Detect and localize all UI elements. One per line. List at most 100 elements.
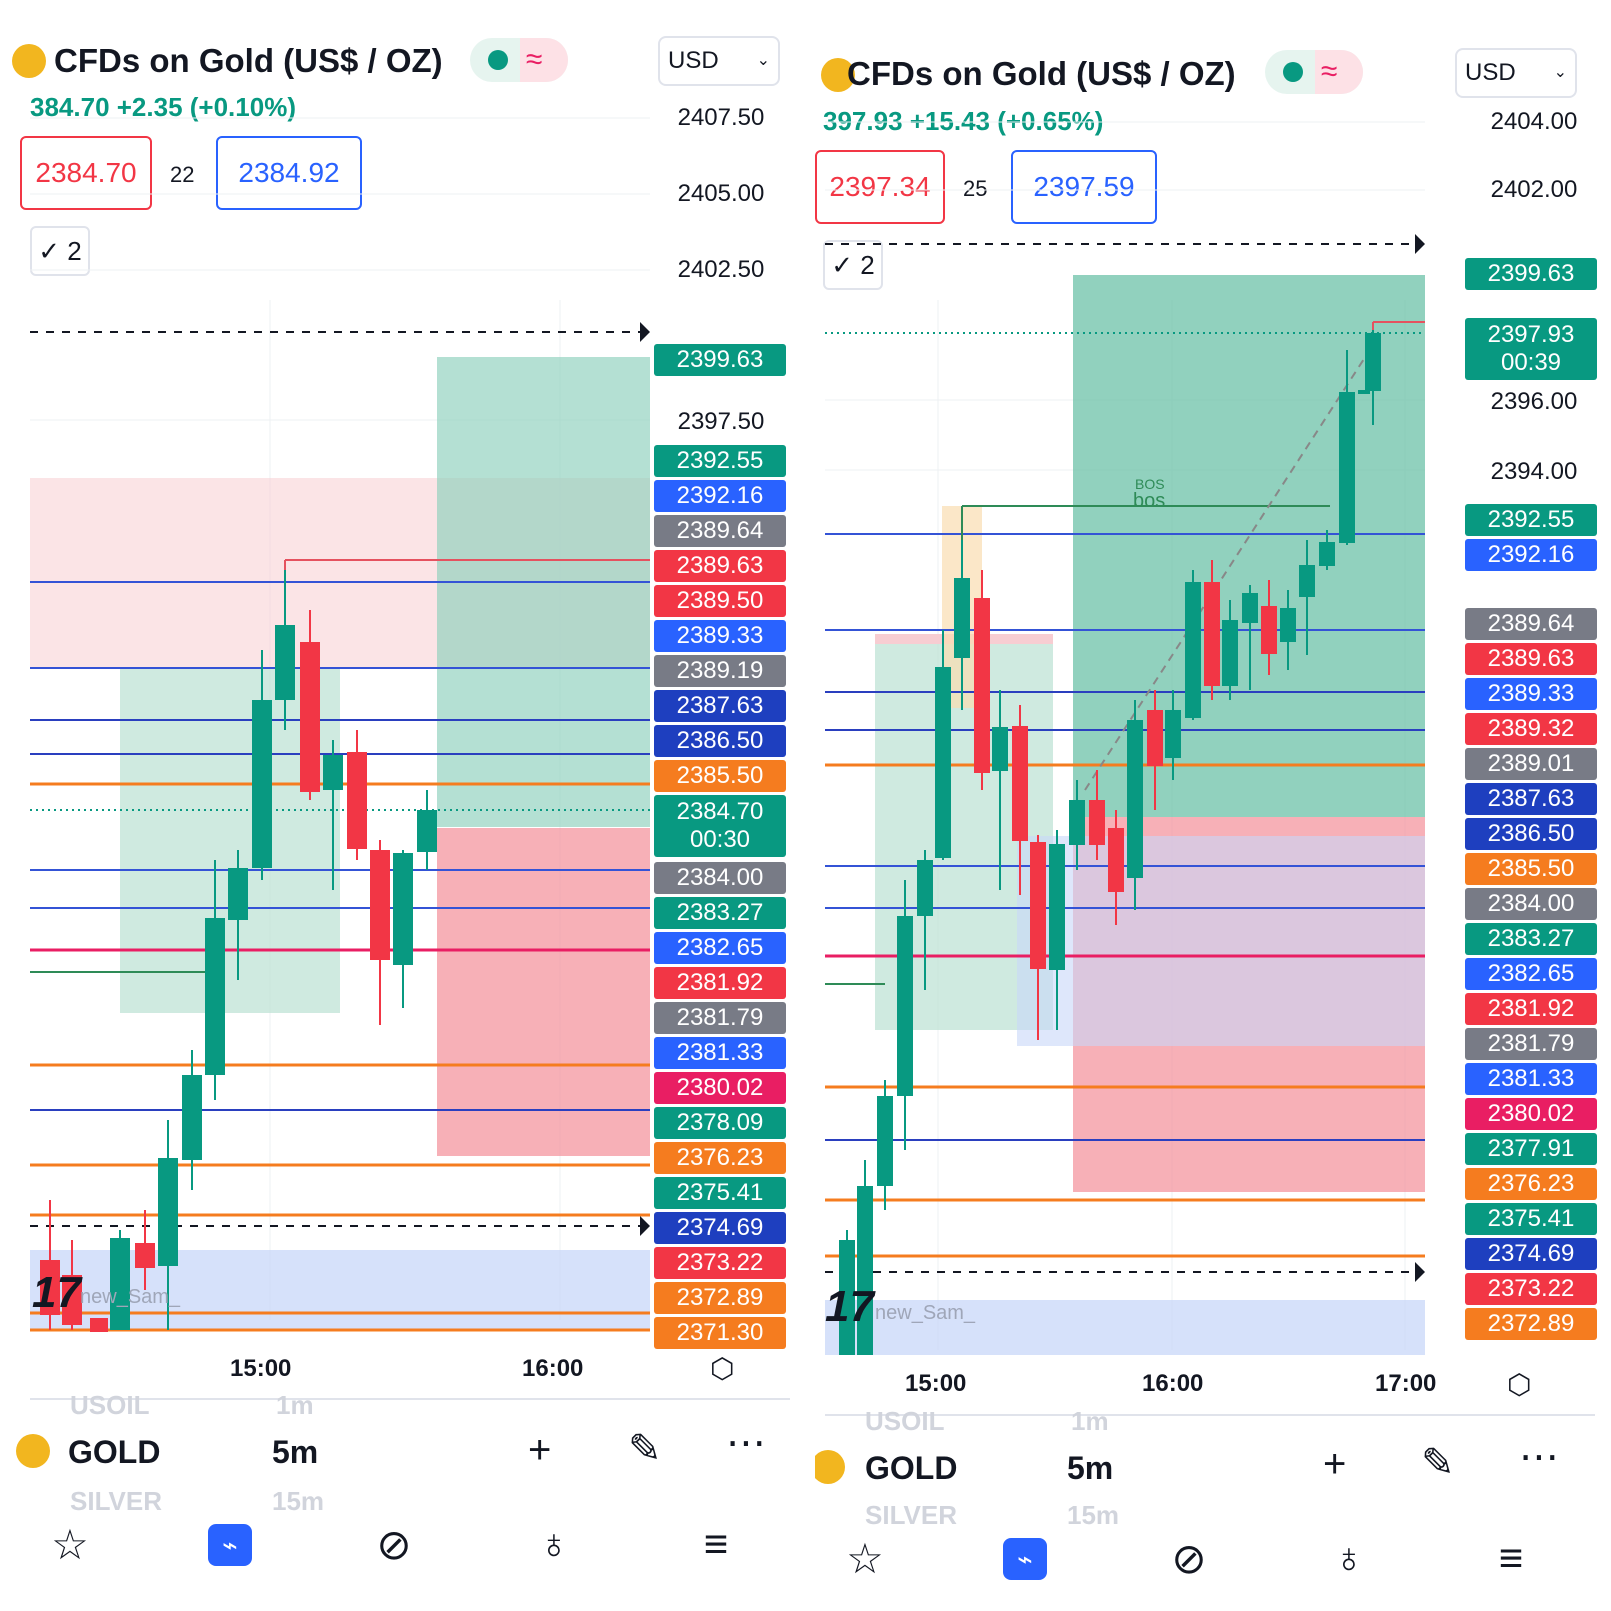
axis-label: 2404.00 bbox=[1490, 108, 1578, 135]
price-tag: 2389.19 bbox=[654, 655, 786, 687]
watchlist-next-tf[interactable]: 15m bbox=[1067, 1500, 1120, 1530]
positions-badge[interactable]: ✓ 2 bbox=[823, 240, 883, 290]
more-icon[interactable]: ⋯ bbox=[726, 1421, 766, 1465]
nav-explore[interactable]: ⊘ bbox=[1149, 1534, 1229, 1583]
data-delay-icon: ≈ bbox=[520, 38, 568, 82]
time-label: 16:00 bbox=[1142, 1370, 1204, 1397]
buy-button[interactable]: 2397.59 bbox=[1011, 150, 1157, 224]
price-tag: 2399.63 bbox=[654, 344, 786, 376]
axis-label: 2396.00 bbox=[1490, 388, 1578, 415]
sl-zone bbox=[437, 828, 650, 1156]
axis-label: 2397.50 bbox=[677, 408, 765, 435]
axis-label: 2407.50 bbox=[677, 104, 765, 131]
right-panel: CFDs on Gold (US$ / OZ) ≈ USD ⌄ 397.93 +… bbox=[815, 0, 1611, 1611]
chevron-down-icon: ⌄ bbox=[1553, 64, 1567, 81]
candles bbox=[40, 570, 437, 1332]
chart-area[interactable]: new_Sam_ bbox=[30, 0, 790, 1340]
watchlist-next-symbol[interactable]: SILVER bbox=[865, 1500, 957, 1530]
market-open-icon bbox=[1283, 62, 1303, 82]
price-tag: 2381.33 bbox=[1465, 1063, 1597, 1095]
market-status-pill[interactable]: ≈ bbox=[470, 38, 568, 82]
plus-icon[interactable]: + bbox=[528, 1428, 552, 1472]
nav-ideas[interactable]: ♁ bbox=[1309, 1534, 1389, 1582]
current-timeframe[interactable]: 5m bbox=[272, 1434, 319, 1470]
price-tag: 2389.33 bbox=[1465, 678, 1597, 710]
current-timeframe[interactable]: 5m bbox=[1067, 1450, 1114, 1486]
watchlist-prev-tf[interactable]: 1m bbox=[1071, 1406, 1109, 1436]
watchlist-prev-symbol[interactable]: USOIL bbox=[865, 1406, 945, 1436]
plus-icon[interactable]: + bbox=[1323, 1442, 1347, 1486]
price-tag: 2376.23 bbox=[654, 1142, 786, 1174]
spread-value: 22 bbox=[170, 162, 195, 187]
chart-settings-icon[interactable]: ⬡ bbox=[710, 1353, 735, 1384]
chart-canvas[interactable] bbox=[30, 0, 790, 1340]
left-panel: CFDs on Gold (US$ / OZ) ≈ USD ⌄ 384.70 +… bbox=[0, 0, 790, 1611]
price-tag: 2382.65 bbox=[654, 932, 786, 964]
price-tag: 2374.69 bbox=[1465, 1238, 1597, 1270]
axis-label: 2402.50 bbox=[677, 256, 765, 283]
current-symbol[interactable]: GOLD bbox=[68, 1434, 161, 1470]
nav-watchlist[interactable]: ☆ bbox=[30, 1520, 110, 1569]
price-tag: 2380.02 bbox=[654, 1072, 786, 1104]
watchlist-prev-symbol[interactable]: USOIL bbox=[70, 1390, 150, 1420]
watchlist-next-tf[interactable]: 15m bbox=[272, 1486, 325, 1516]
market-open-icon bbox=[488, 50, 508, 70]
price-change: 397.93 +15.43 (+0.65%) bbox=[823, 106, 1104, 136]
sell-button[interactable]: 2384.70 bbox=[20, 136, 152, 210]
watchlist-prev-tf[interactable]: 1m bbox=[276, 1390, 314, 1420]
currency-select[interactable]: USD ⌄ bbox=[1455, 48, 1577, 98]
price-tag: 2392.55 bbox=[654, 445, 786, 477]
pen-icon[interactable]: ✎ bbox=[628, 1427, 662, 1471]
sell-button[interactable]: 2397.34 bbox=[815, 150, 945, 224]
price-tag: 2381.92 bbox=[1465, 993, 1597, 1025]
chart-icon: ⌁ bbox=[1003, 1538, 1047, 1580]
nav-chart[interactable]: ⌁ bbox=[985, 1534, 1065, 1580]
star-icon: ☆ bbox=[846, 1535, 884, 1582]
watermark: new_Sam_ bbox=[875, 1302, 976, 1324]
axis-label: 2394.00 bbox=[1490, 458, 1578, 485]
market-status-pill[interactable]: ≈ bbox=[1265, 50, 1363, 94]
symbol-title[interactable]: CFDs on Gold (US$ / OZ) bbox=[54, 42, 443, 79]
nav-explore[interactable]: ⊘ bbox=[354, 1520, 434, 1569]
price-tag: 2376.23 bbox=[1465, 1168, 1597, 1200]
chart-area[interactable]: BOS bos new_Sam_ bbox=[825, 0, 1611, 1355]
bos-label: BOS bbox=[1135, 476, 1165, 492]
price-tag: 2389.01 bbox=[1465, 748, 1597, 780]
hamburger-icon: ≡ bbox=[703, 1520, 729, 1567]
price-tag: 2386.50 bbox=[1465, 818, 1597, 850]
price-tag: 2381.79 bbox=[1465, 1028, 1597, 1060]
current-symbol[interactable]: GOLD bbox=[865, 1450, 958, 1486]
tradingview-logo: 17 bbox=[825, 1282, 874, 1331]
symbol-title[interactable]: CFDs on Gold (US$ / OZ) bbox=[847, 55, 1236, 92]
more-icon[interactable]: ⋯ bbox=[1519, 1435, 1559, 1479]
price-tag: 2381.92 bbox=[654, 967, 786, 999]
price-tag: 2375.41 bbox=[1465, 1203, 1597, 1235]
watermark: new_Sam_ bbox=[80, 1286, 181, 1308]
price-tag: 2389.33 bbox=[654, 620, 786, 652]
positions-count: 2 bbox=[67, 236, 82, 266]
nav-watchlist[interactable]: ☆ bbox=[825, 1534, 905, 1583]
nav-menu[interactable]: ≡ bbox=[1471, 1534, 1551, 1582]
watchlist-next-symbol[interactable]: SILVER bbox=[70, 1486, 162, 1516]
price-tag: 2372.89 bbox=[1465, 1308, 1597, 1340]
price-tag: 2373.22 bbox=[654, 1247, 786, 1279]
price-tag: 2384.70 00:30 bbox=[654, 795, 786, 857]
chart-canvas[interactable] bbox=[825, 0, 1611, 1355]
compass-icon: ⊘ bbox=[1171, 1535, 1207, 1582]
check-icon: ✓ bbox=[831, 250, 854, 280]
positions-badge[interactable]: ✓ 2 bbox=[30, 226, 90, 276]
chart-settings-icon[interactable]: ⬡ bbox=[1507, 1369, 1532, 1400]
price-tag: 2392.16 bbox=[654, 480, 786, 512]
nav-menu[interactable]: ≡ bbox=[676, 1520, 756, 1568]
pen-icon[interactable]: ✎ bbox=[1421, 1441, 1455, 1485]
demand-zone bbox=[30, 1250, 650, 1330]
lightbulb-icon: ♁ bbox=[538, 1520, 570, 1567]
time-label: 15:00 bbox=[230, 1355, 292, 1382]
nav-chart[interactable]: ⌁ bbox=[190, 1520, 270, 1566]
currency-select[interactable]: USD ⌄ bbox=[658, 36, 780, 86]
price-tag: 2399.63 bbox=[1465, 258, 1597, 290]
nav-ideas[interactable]: ♁ bbox=[514, 1520, 594, 1568]
buy-button[interactable]: 2384.92 bbox=[216, 136, 362, 210]
price-tag: 2381.33 bbox=[654, 1037, 786, 1069]
candle-countdown: 00:30 bbox=[689, 826, 751, 853]
